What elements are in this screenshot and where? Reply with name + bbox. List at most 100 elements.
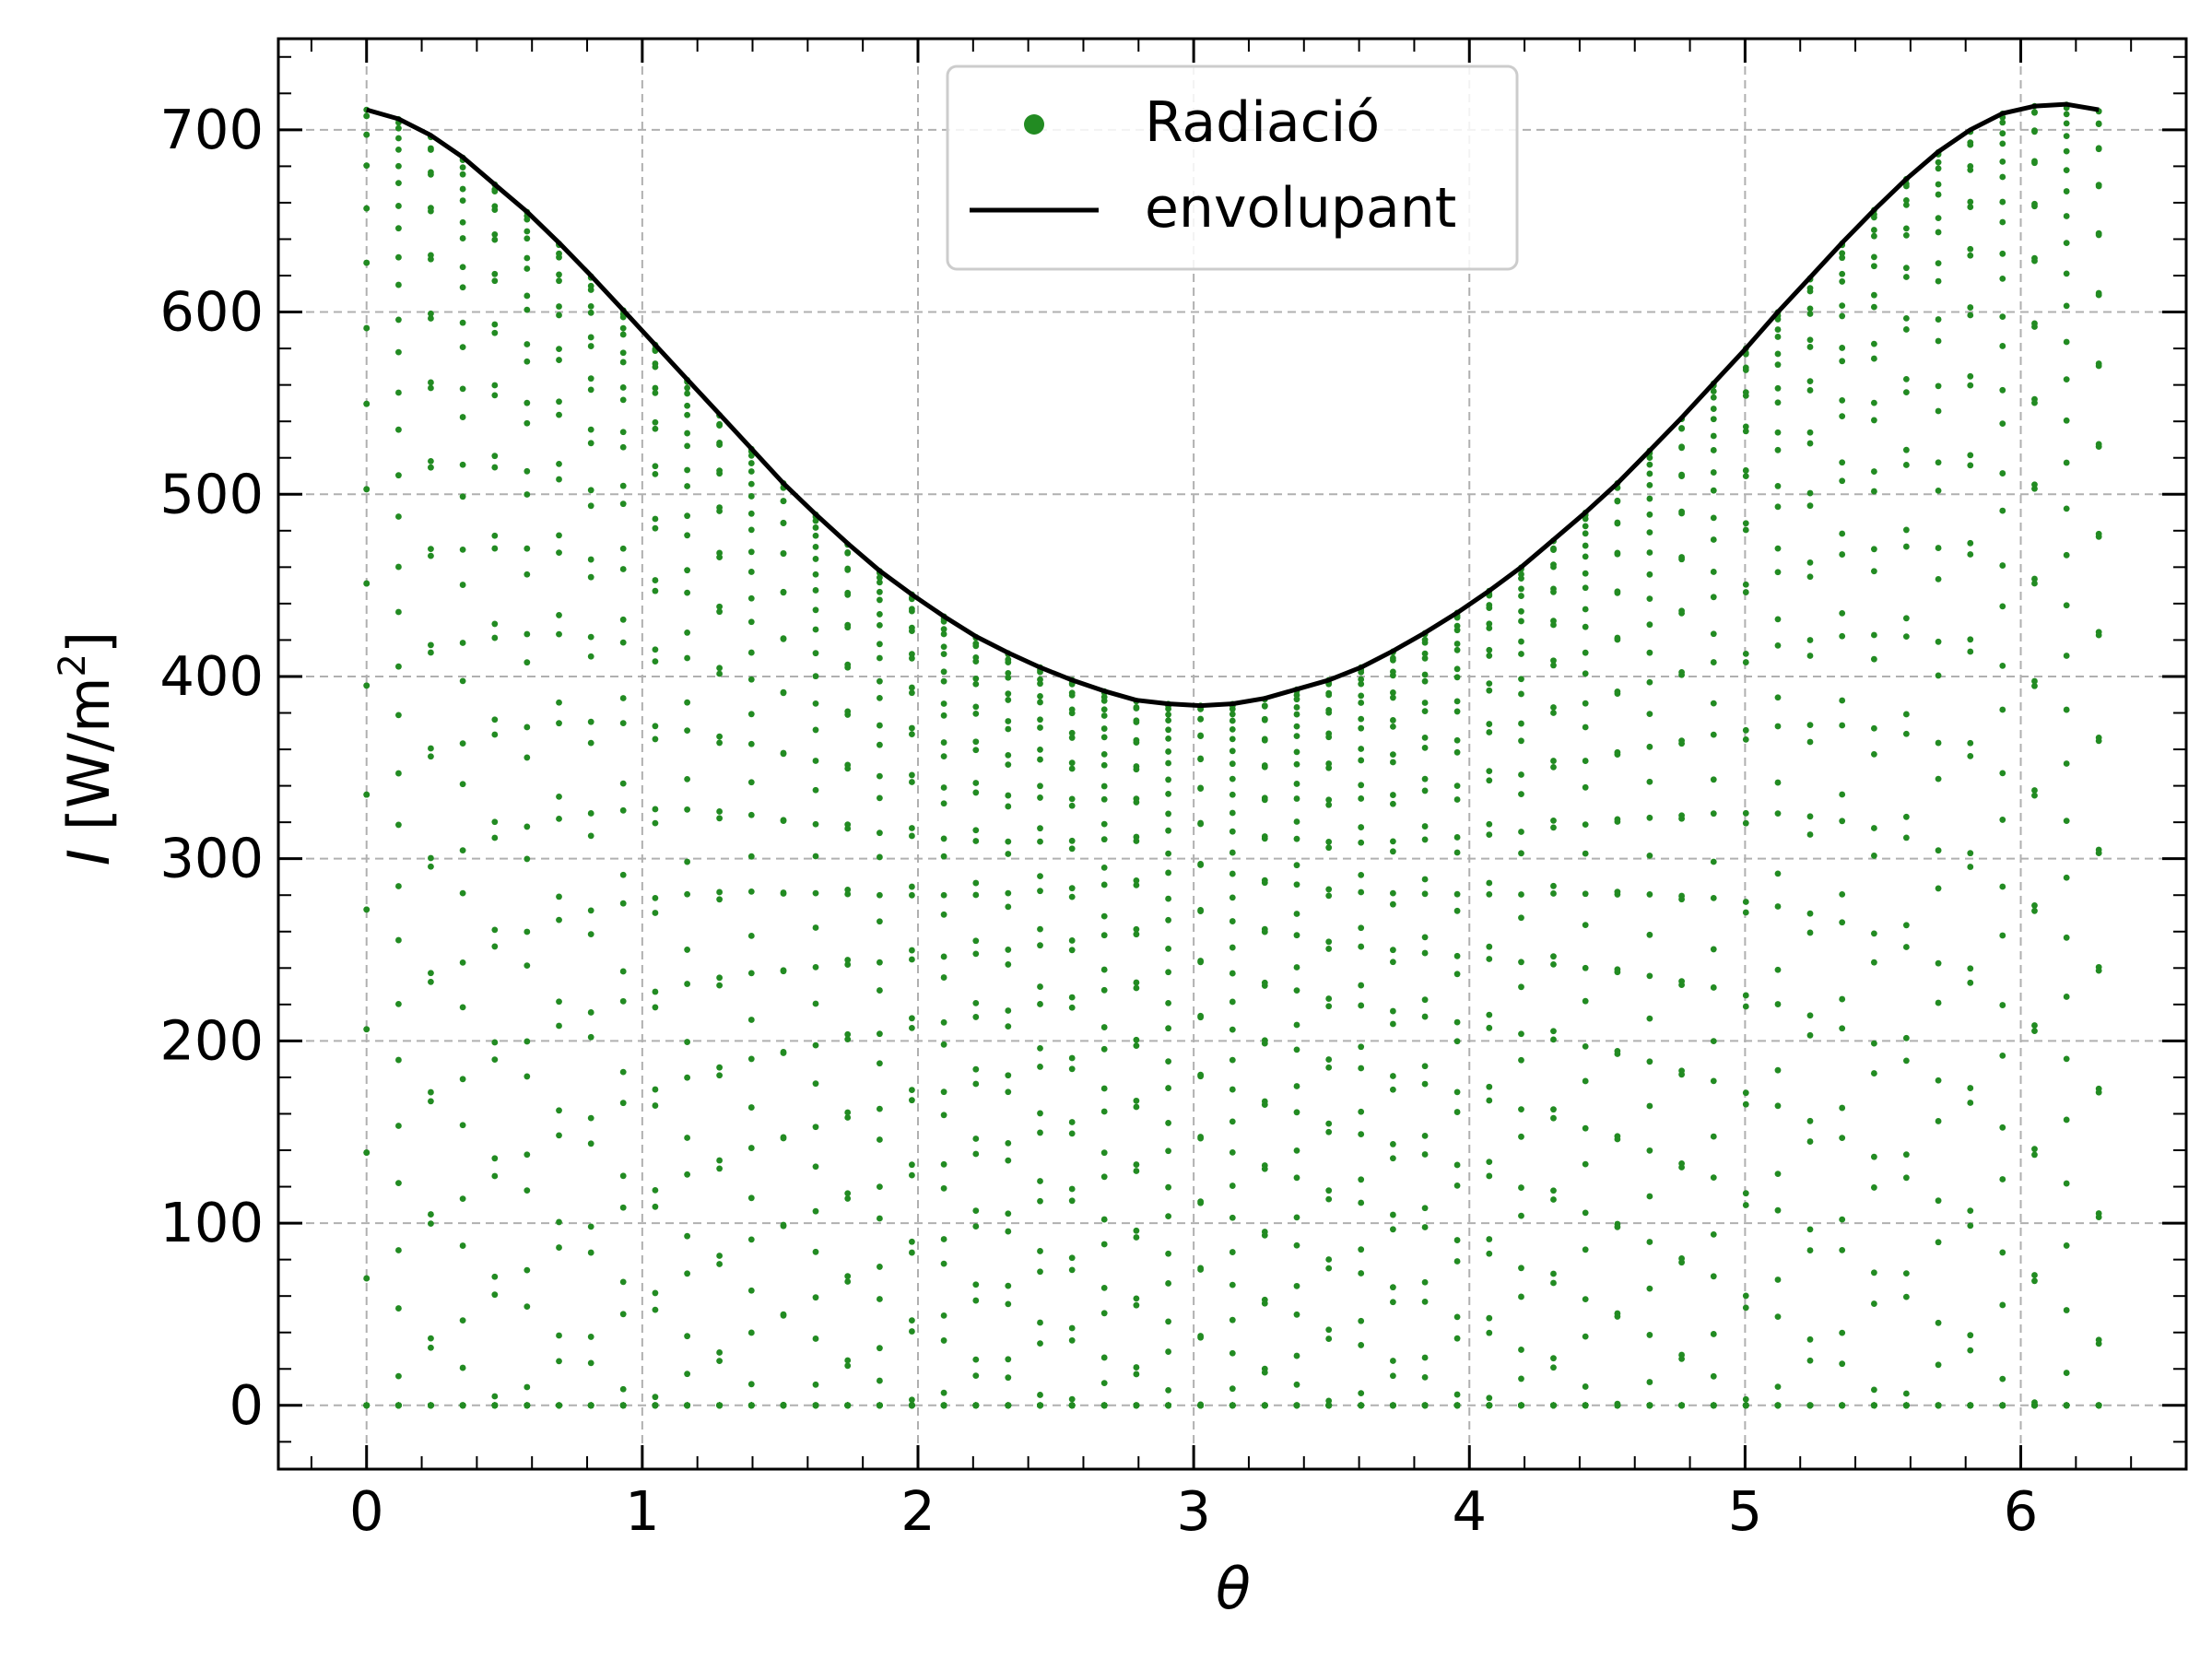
scatter-point (1453, 736, 1461, 744)
scatter-point (716, 896, 724, 903)
scatter-point (1999, 158, 2006, 165)
scatter-point (1935, 181, 1942, 188)
scatter-point (1358, 924, 1365, 932)
scatter-point (587, 1249, 594, 1256)
scatter-point (1068, 710, 1076, 717)
scatter-point (1100, 1149, 1108, 1157)
scatter-point (909, 1171, 915, 1179)
scatter-point (2095, 629, 2102, 636)
scatter-point (428, 649, 434, 656)
scatter-point (1389, 1073, 1396, 1079)
scatter-point (1229, 1385, 1236, 1393)
scatter-point (1839, 697, 1846, 704)
scatter-point (1486, 768, 1493, 774)
scatter-point (1582, 530, 1589, 537)
scatter-point (812, 571, 819, 578)
scatter-point (1902, 730, 1910, 737)
scatter-point (1453, 748, 1461, 756)
scatter-point (2063, 551, 2070, 559)
scatter-point (1935, 1402, 1942, 1409)
scatter-point (1005, 1210, 1012, 1218)
scatter-point (972, 827, 980, 834)
scatter-point (1165, 776, 1172, 783)
scatter-point (1806, 1357, 1814, 1364)
scatter-point (812, 1207, 819, 1215)
scatter-point (1678, 444, 1685, 452)
scatter-point (2095, 963, 2102, 971)
scatter-point (1967, 252, 1974, 259)
scatter-point (1389, 1086, 1396, 1093)
scatter-point (684, 1135, 691, 1141)
scatter-point (909, 607, 915, 615)
scatter-point (1165, 969, 1172, 976)
scatter-point (2095, 1402, 2102, 1409)
scatter-point (1774, 1206, 1782, 1214)
scatter-point (1421, 876, 1429, 883)
scatter-point (2031, 907, 2038, 914)
scatter-point (524, 1073, 531, 1080)
scatter-point (1005, 690, 1012, 698)
scatter-point (684, 654, 691, 662)
scatter-point (1293, 964, 1300, 971)
scatter-point (684, 402, 691, 409)
scatter-point (780, 519, 787, 526)
scatter-point (428, 1335, 434, 1342)
scatter-point (877, 579, 883, 586)
scatter-point (556, 312, 562, 319)
scatter-point (1710, 984, 1717, 991)
scatter-point (1518, 829, 1524, 835)
scatter-point (1005, 725, 1012, 733)
scatter-point (1293, 1109, 1300, 1116)
scatter-point (716, 549, 724, 557)
scatter-point (1646, 1332, 1653, 1338)
scatter-point (2031, 127, 2038, 135)
scatter-point (747, 1055, 755, 1063)
scatter-point (1774, 1171, 1782, 1178)
scatter-point (1774, 384, 1782, 392)
scatter-point (1710, 536, 1717, 543)
scatter-point (1902, 225, 1910, 232)
scatter-point (428, 753, 434, 760)
scatter-point (2031, 1402, 2038, 1409)
scatter-point (1806, 502, 1814, 510)
scatter-point (2031, 158, 2038, 165)
scatter-point (747, 932, 755, 939)
scatter-point (363, 1402, 371, 1409)
scatter-point (1037, 1110, 1043, 1117)
scatter-point (1870, 1070, 1877, 1077)
scatter-point (2031, 682, 2038, 689)
scatter-point (1421, 1224, 1429, 1230)
scatter-point (1710, 594, 1717, 601)
scatter-point (459, 197, 466, 204)
scatter-point (1710, 514, 1717, 522)
scatter-point (1774, 870, 1782, 877)
scatter-point (1421, 1080, 1429, 1088)
scatter-point (747, 1104, 755, 1111)
scatter-point (1518, 959, 1524, 966)
scatter-point (1550, 890, 1557, 897)
scatter-point (1550, 1270, 1557, 1277)
scatter-point (1967, 850, 1974, 857)
scatter-point (587, 1334, 594, 1340)
scatter-point (428, 171, 434, 178)
scatter-point (1100, 1402, 1108, 1409)
scatter-point (1389, 959, 1396, 966)
scatter-point (428, 379, 434, 386)
scatter-point (619, 384, 627, 391)
scatter-point (1550, 1364, 1557, 1371)
scatter-point (1582, 584, 1589, 592)
scatter-point (491, 818, 499, 826)
scatter-point (1229, 918, 1236, 924)
scatter-point (2063, 270, 2070, 277)
scatter-point (1870, 253, 1877, 261)
scatter-point (780, 549, 787, 557)
scatter-point (619, 443, 627, 451)
scatter-point (524, 1187, 531, 1194)
scatter-point (877, 1264, 883, 1270)
scatter-point (909, 1087, 915, 1093)
scatter-point (652, 418, 659, 426)
scatter-point (1389, 656, 1396, 664)
scatter-point (556, 303, 562, 310)
scatter-point (1614, 1402, 1621, 1409)
